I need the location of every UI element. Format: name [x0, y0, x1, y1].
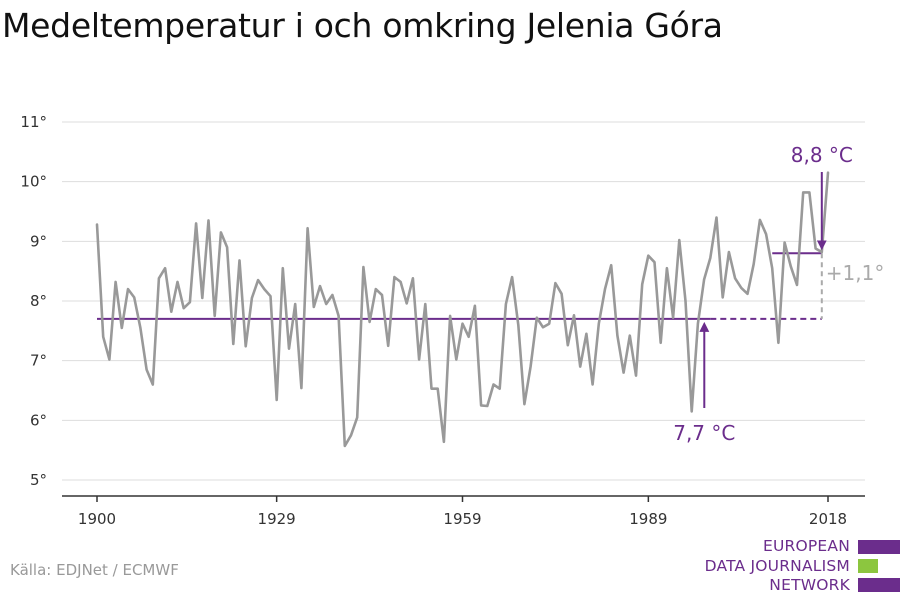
y-tick-label-6: 6°	[30, 411, 47, 429]
logo-line-1: EUROPEAN	[762, 537, 850, 555]
x-tick-label-1959: 1959	[443, 510, 481, 528]
difference-label: +1,1°	[826, 261, 885, 285]
x-axis: 1900 1929 1959 1989 2018	[62, 495, 865, 528]
y-tick-label-5: 5°	[30, 471, 47, 489]
reference-lines	[97, 252, 823, 320]
y-axis-tick-labels: 5° 6° 7° 8° 9° 10° 11°	[20, 113, 47, 489]
logo-line-2: DATA JOURNALISM	[704, 557, 850, 575]
source-note: Källa: EDJNet / ECMWF	[10, 561, 179, 579]
y-tick-label-11: 11°	[20, 113, 47, 131]
x-tick-label-1989: 1989	[629, 510, 667, 528]
logo-line-3: NETWORK	[769, 576, 850, 594]
reference-label: 7,7 °C	[673, 421, 735, 445]
gridlines	[62, 121, 865, 481]
logo-bar-green	[858, 559, 878, 573]
x-tick-label-1900: 1900	[78, 510, 116, 528]
logo-bar-purple-top	[858, 540, 900, 554]
recent-label: 8,8 °C	[791, 143, 853, 167]
x-tick-label-1929: 1929	[258, 510, 296, 528]
logo-bar-purple-bottom	[858, 578, 900, 592]
y-tick-label-9: 9°	[30, 232, 47, 250]
y-tick-label-7: 7°	[30, 352, 47, 370]
chart-title: Medeltemperatur i och omkring Jelenia Gó…	[2, 6, 723, 45]
temperature-line	[95, 171, 830, 448]
y-tick-label-8: 8°	[30, 292, 47, 310]
edjnet-logo[interactable]: EUROPEAN DATA JOURNALISM NETWORK	[690, 530, 900, 596]
temperature-series	[95, 171, 830, 448]
y-tick-label-10: 10°	[20, 173, 47, 191]
x-tick-label-2018: 2018	[809, 510, 847, 528]
annotations: 7,7 °C 8,8 °C +1,1°	[673, 143, 884, 445]
